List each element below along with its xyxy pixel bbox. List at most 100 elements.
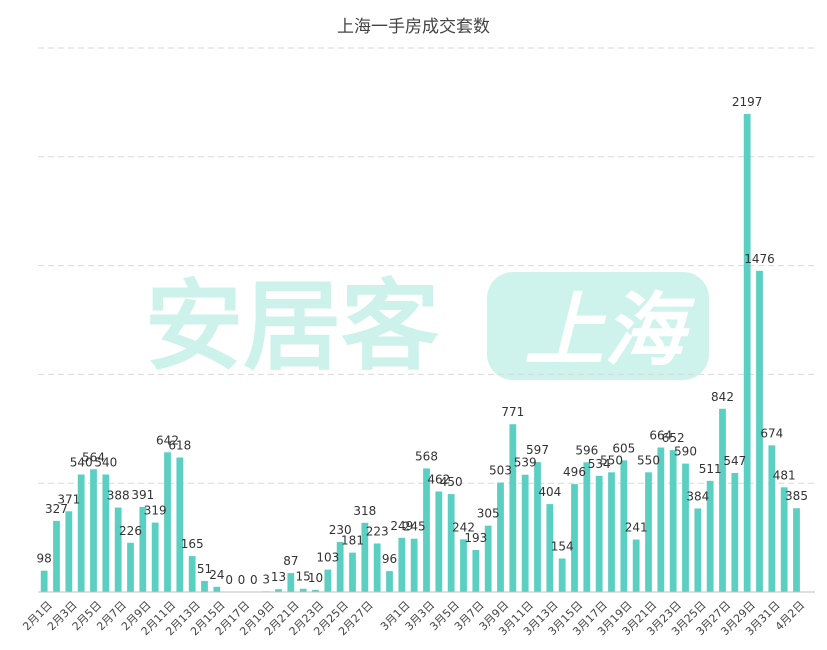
bar bbox=[176, 457, 184, 592]
data-label: 596 bbox=[575, 443, 598, 457]
bar bbox=[509, 424, 517, 592]
bar bbox=[694, 508, 702, 592]
bar bbox=[139, 506, 147, 592]
bar bbox=[793, 508, 800, 592]
data-label: 391 bbox=[131, 488, 154, 502]
bar bbox=[287, 573, 295, 592]
bar bbox=[435, 491, 443, 592]
bar bbox=[188, 556, 196, 592]
data-label: 674 bbox=[760, 426, 783, 440]
data-label: 318 bbox=[353, 504, 376, 518]
bar bbox=[571, 484, 578, 592]
bar bbox=[275, 589, 282, 592]
bar bbox=[521, 474, 529, 592]
data-label: 481 bbox=[773, 468, 796, 482]
data-label: 404 bbox=[538, 485, 561, 499]
bar bbox=[423, 468, 430, 592]
bar bbox=[312, 589, 319, 592]
data-label: 511 bbox=[699, 462, 722, 476]
bar bbox=[410, 538, 418, 592]
bar bbox=[164, 452, 171, 592]
data-label: 98 bbox=[37, 552, 52, 566]
bar bbox=[398, 537, 406, 592]
bar bbox=[558, 558, 566, 592]
bar bbox=[299, 588, 307, 592]
data-label: 534 bbox=[588, 457, 611, 471]
bar bbox=[53, 520, 60, 592]
data-label: 2197 bbox=[732, 95, 763, 109]
bar bbox=[756, 270, 763, 592]
data-label: 642 bbox=[156, 433, 179, 447]
data-label: 181 bbox=[341, 534, 364, 548]
bar bbox=[102, 474, 110, 592]
data-label: 384 bbox=[686, 489, 709, 503]
bar bbox=[595, 475, 603, 592]
data-label: 664 bbox=[649, 429, 672, 443]
data-label: 564 bbox=[82, 450, 105, 464]
data-label: 652 bbox=[662, 431, 685, 445]
data-label: 24 bbox=[209, 568, 224, 582]
bars bbox=[40, 113, 800, 592]
data-label: 568 bbox=[415, 449, 438, 463]
bar bbox=[484, 525, 492, 592]
data-label: 154 bbox=[551, 539, 574, 553]
data-label: 223 bbox=[366, 524, 389, 538]
bar bbox=[40, 570, 48, 592]
chart-title: 上海一手房成交套数 bbox=[337, 17, 490, 37]
data-label: 0 bbox=[250, 573, 258, 587]
data-label: 547 bbox=[723, 454, 746, 468]
bar bbox=[731, 472, 739, 592]
data-label: 503 bbox=[489, 464, 512, 478]
data-label: 371 bbox=[57, 492, 80, 506]
data-label: 15 bbox=[296, 570, 311, 584]
bar bbox=[669, 450, 677, 592]
data-label: 87 bbox=[283, 554, 298, 568]
data-label: 1476 bbox=[744, 252, 775, 266]
data-label: 618 bbox=[168, 439, 191, 453]
bar bbox=[472, 550, 480, 592]
grid-lines bbox=[38, 47, 815, 484]
data-label: 462 bbox=[427, 472, 450, 486]
data-label: 0 bbox=[238, 573, 246, 587]
bar bbox=[632, 539, 640, 592]
data-label: 539 bbox=[514, 456, 537, 470]
data-label: 385 bbox=[785, 489, 808, 503]
data-label: 242 bbox=[452, 520, 475, 534]
watermark-brand: 安居客 bbox=[145, 270, 439, 384]
data-label: 771 bbox=[501, 405, 524, 419]
data-label: 226 bbox=[119, 524, 142, 538]
data-label: 10 bbox=[308, 571, 323, 585]
data-label: 842 bbox=[711, 390, 734, 404]
data-label: 605 bbox=[612, 441, 635, 455]
bar bbox=[386, 571, 393, 592]
data-label: 103 bbox=[316, 551, 339, 565]
watermark-badge bbox=[487, 272, 709, 380]
data-label: 96 bbox=[382, 552, 397, 566]
bar bbox=[460, 539, 467, 592]
bar bbox=[65, 511, 73, 592]
bar bbox=[201, 580, 208, 592]
data-label: 550 bbox=[637, 453, 660, 467]
data-label: 249 bbox=[390, 519, 413, 533]
data-label: 165 bbox=[181, 537, 204, 551]
bar bbox=[768, 445, 776, 592]
data-label: 388 bbox=[107, 489, 130, 503]
data-label: 540 bbox=[70, 455, 93, 469]
bar bbox=[657, 447, 665, 592]
bar bbox=[114, 507, 122, 592]
bar bbox=[608, 472, 615, 592]
data-label: 241 bbox=[625, 521, 648, 535]
data-label: 450 bbox=[440, 475, 463, 489]
bar bbox=[546, 504, 554, 592]
bar bbox=[324, 569, 332, 592]
bar bbox=[361, 522, 369, 592]
bar bbox=[447, 494, 455, 592]
bar bbox=[583, 462, 591, 592]
data-label: 550 bbox=[600, 453, 623, 467]
bar bbox=[151, 522, 159, 592]
data-label: 540 bbox=[94, 455, 117, 469]
bar bbox=[127, 542, 134, 592]
bar bbox=[336, 541, 344, 592]
